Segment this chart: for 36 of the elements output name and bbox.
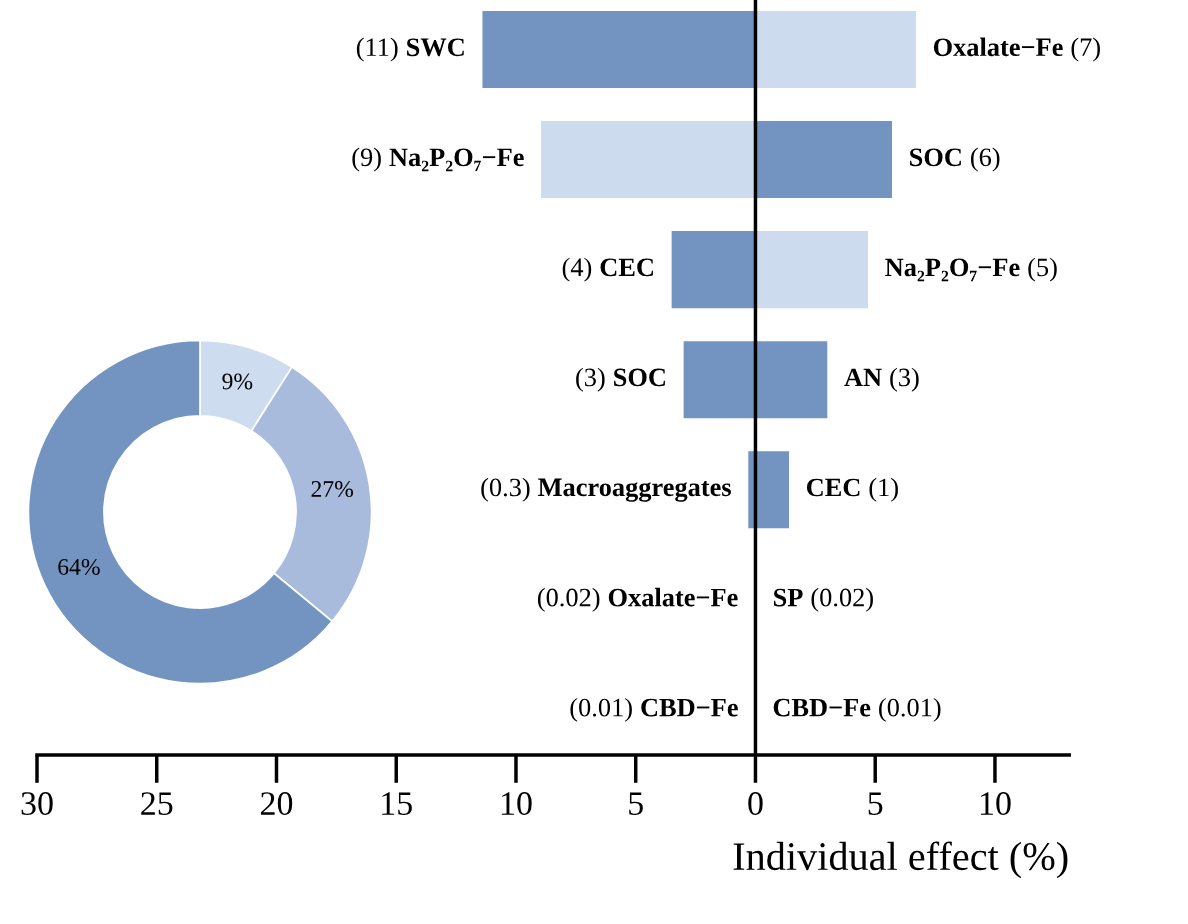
data-label: 9% [222,373,253,390]
bar [755,121,892,199]
bar [755,341,828,419]
bar [755,451,789,529]
x-tick-label: 10 [980,792,1011,816]
x-tick-label: 20 [260,792,293,816]
bar [683,341,756,419]
x-tick-label: 5 [868,792,883,816]
data-label: SP (0.02) [774,587,873,612]
x-tick-label: 25 [141,792,173,816]
text: (0.01) CBD−Fe [570,697,738,722]
data-label: Na₂P₂O₇−Fe (5) [885,257,1057,282]
data-label: 64% [58,558,100,575]
text: (3) SOC [576,367,665,392]
text: (4) CEC [562,257,653,282]
x-tick-label: 30 [21,792,53,816]
bar [541,121,756,199]
x-axis-title: Individual effect (%) [733,841,1068,879]
bar [671,231,756,309]
data-label: AN (3) [844,367,919,392]
data-label: CEC (1) [806,477,898,502]
x-tick-label: 15 [382,792,412,816]
bar [482,11,756,89]
data-label: SOC (6) [910,147,1000,172]
text: (0.3) Macroaggregates [481,477,731,502]
x-tick-label: 5 [629,792,643,816]
bar [755,231,869,309]
text: (9) Na₂P₂O₇−Fe [352,147,524,172]
text: (11) SWC [356,37,464,62]
data-label: Oxalate−Fe (7) [933,37,1100,62]
x-tick-label: 10 [501,792,532,816]
data-label: 27% [311,481,354,498]
data-label: CBD−Fe (0.01) [773,697,941,722]
bar [755,11,916,89]
x-tick-label: 0 [748,792,763,816]
text: (0.02) Oxalate−Fe [537,587,738,612]
